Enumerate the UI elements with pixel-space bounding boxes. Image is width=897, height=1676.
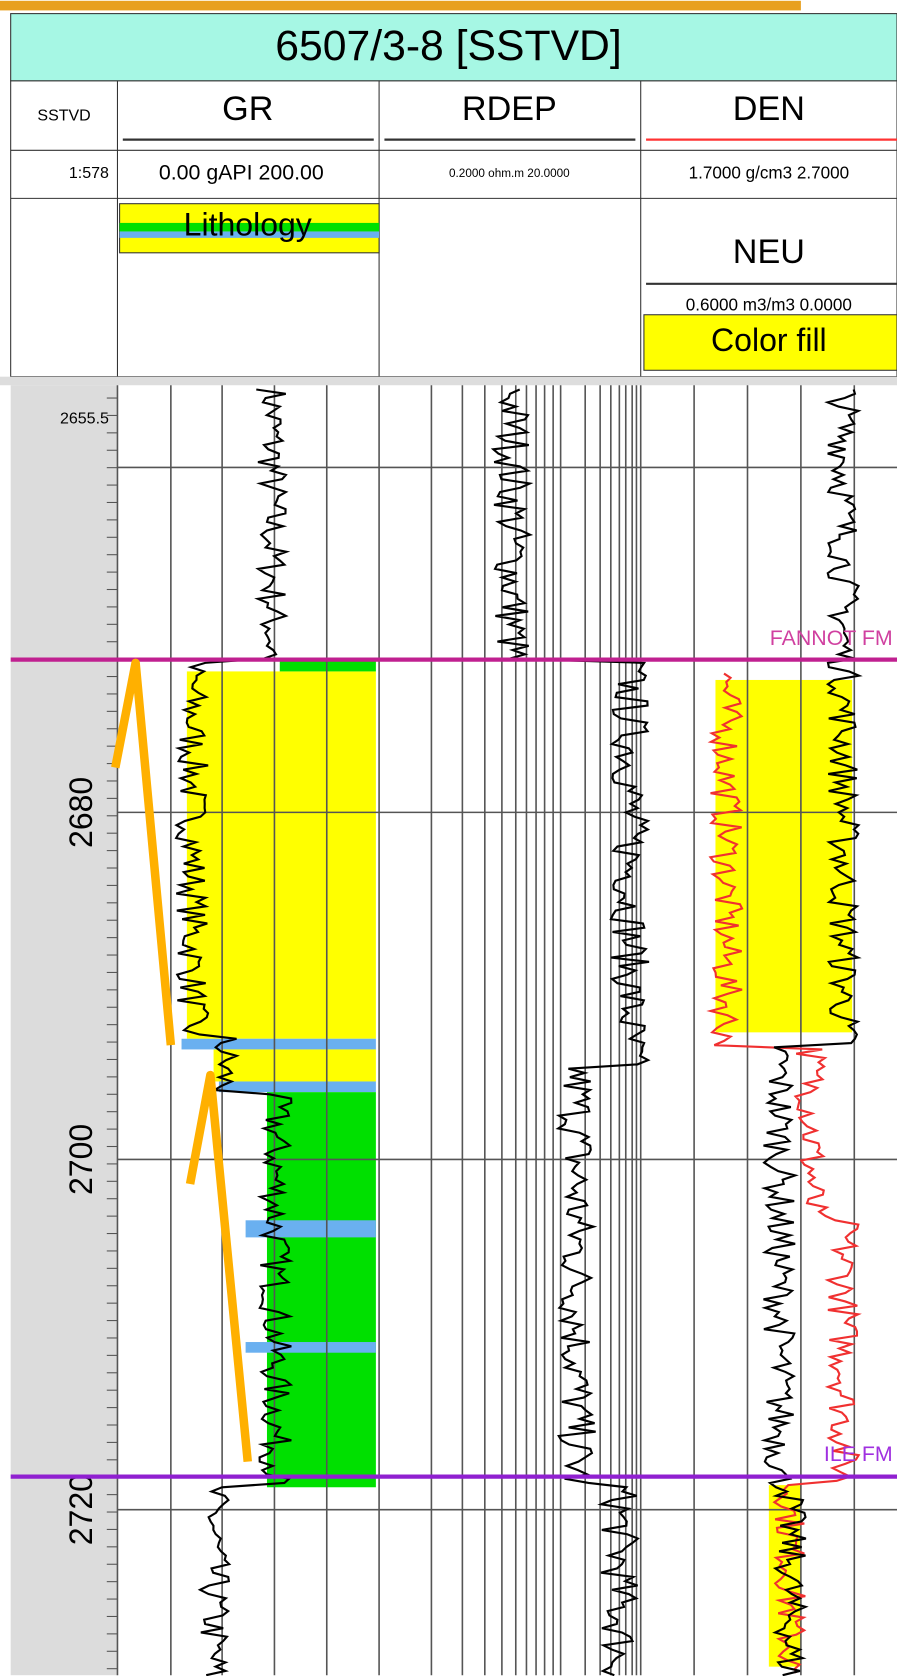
header-dividers bbox=[10, 80, 897, 377]
track-range: 0.2000 ohm.m 20.0000 bbox=[449, 167, 570, 180]
lithology-fill bbox=[218, 1081, 376, 1093]
top-bar bbox=[0, 0, 801, 11]
track-name: DEN bbox=[733, 90, 805, 128]
depth-track bbox=[10, 385, 118, 1676]
trend-arrows bbox=[111, 658, 252, 1463]
fill-name: Lithology bbox=[184, 207, 312, 243]
lithology-fill bbox=[279, 659, 376, 672]
den-curve bbox=[706, 672, 862, 1674]
fill-name: Color fill bbox=[711, 322, 827, 358]
track-range: 1.7000 g/cm3 2.7000 bbox=[689, 163, 849, 182]
track-range: 0.6000 m3/m3 0.0000 bbox=[686, 296, 852, 315]
lithology-fill bbox=[245, 1220, 376, 1238]
formation-label: ILE FM bbox=[824, 1442, 893, 1466]
depth-label: 2680 bbox=[63, 777, 99, 848]
color-fill bbox=[715, 679, 853, 1033]
lithology-fill bbox=[213, 1049, 376, 1082]
scale-bars bbox=[122, 138, 897, 285]
track-name: RDEP bbox=[462, 90, 557, 128]
title: 6507/3-8 [SSTVD] bbox=[275, 22, 622, 70]
depth-label: 2720 bbox=[63, 1474, 99, 1545]
title-bar bbox=[10, 13, 897, 82]
lithology-fill bbox=[245, 1342, 376, 1353]
rdep-curve bbox=[490, 388, 651, 1676]
depth-label: 2655.5 bbox=[60, 411, 109, 428]
track-range: 0.00 gAPI 200.00 bbox=[159, 160, 324, 184]
gr-curve bbox=[174, 388, 294, 1676]
color-fill-legend bbox=[643, 314, 897, 371]
lithology-fill bbox=[186, 671, 376, 1039]
depth-scale: 1:578 bbox=[69, 165, 109, 182]
lithology-fill bbox=[266, 1092, 376, 1488]
lithology-fill bbox=[181, 1038, 376, 1050]
formation-label: FANNOT FM bbox=[770, 626, 893, 650]
depth-label: 2700 bbox=[63, 1124, 99, 1195]
track-name: NEU bbox=[733, 233, 805, 271]
legend-stripe bbox=[119, 222, 380, 232]
tracks-body bbox=[106, 385, 897, 1676]
separator bbox=[0, 376, 897, 386]
legend-stripe bbox=[119, 231, 380, 238]
depth-name: SSTVD bbox=[37, 107, 90, 124]
track-name: GR bbox=[222, 90, 273, 128]
neu-curve bbox=[760, 389, 863, 1676]
